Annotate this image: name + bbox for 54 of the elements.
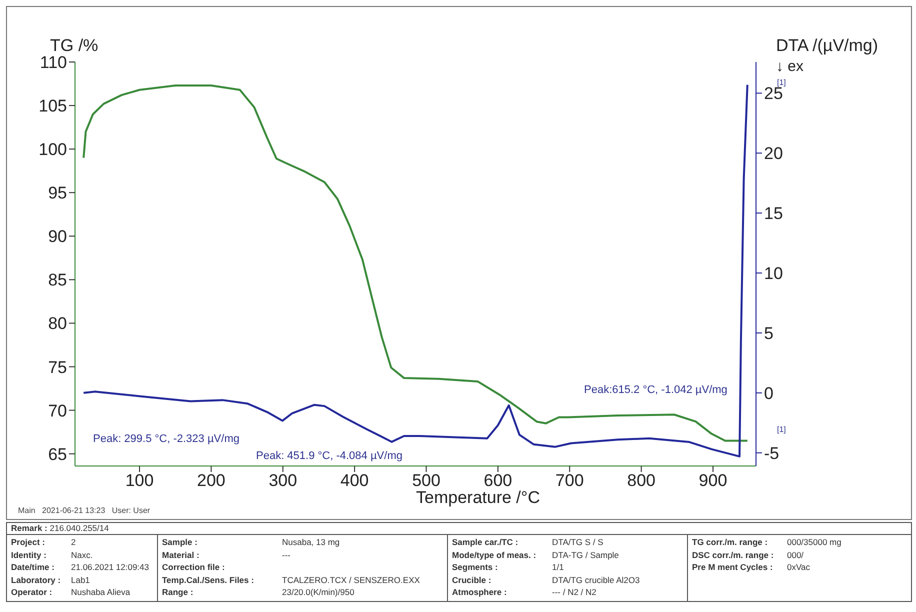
text: Crucible : DTA/TG crucible Al2O3	[452, 574, 640, 585]
text: DSC corr./m. range : 000/	[692, 550, 804, 560]
y-tick-label: 105	[38, 96, 67, 116]
text: Laboratory : Lab1	[11, 574, 90, 585]
annotation: Peak:615.2 °C, -1.042 µV/mg	[583, 384, 728, 396]
y-tick-label: 65	[48, 444, 67, 464]
y2-tick-label: 5	[764, 324, 774, 343]
x-tick-label: 700	[555, 471, 584, 490]
y2-tick-label: 20	[764, 144, 783, 164]
text: Segments : 1/1	[452, 562, 564, 572]
y-tick-label: 110	[40, 53, 67, 72]
text: Main 2021-06-21 13:23 User: User	[18, 506, 150, 515]
y2-tick-label: 15	[764, 204, 783, 224]
x-tick-label: 900	[698, 471, 728, 490]
y-tick-label: 75	[48, 358, 67, 377]
text: Project : 2	[11, 537, 76, 547]
y2-tick-label: -5	[764, 444, 780, 463]
x-tick-label: 800	[627, 471, 656, 490]
y-tick-label: 85	[48, 270, 67, 290]
text: Remark : 216.040.255/14	[11, 523, 109, 533]
text: [1]	[776, 78, 787, 87]
text: Sample car./TC : DTA/TG S / S	[452, 537, 604, 547]
x-tick-label: 600	[484, 471, 512, 490]
y2-axis-title: DTA /(µV/mg)	[776, 36, 878, 56]
y-tick-label: 100	[38, 140, 67, 160]
text: Identity : Naxc.	[11, 550, 93, 560]
text: [1]	[776, 425, 787, 434]
y-axis-title: TG /%	[50, 36, 98, 56]
y-tick-label: 70	[48, 401, 67, 420]
text: Atmosphere : --- / N2 / N2	[452, 587, 596, 598]
x-tick-label: 500	[412, 471, 440, 490]
x-tick-label: 100	[125, 471, 154, 490]
annotation: Peak: 451.9 °C, -4.084 µV/mg	[255, 450, 404, 462]
text: Range : 23/20.0(K/min)/950	[162, 587, 354, 598]
y-tick-label: 80	[48, 314, 67, 334]
text: Correction file :	[162, 561, 226, 574]
text: TG corr./m. range : 000/35000 mg	[692, 537, 842, 547]
text: Temp.Cal./Sens. Files : TCALZERO.TCX / SENSZERO.EXX	[162, 574, 420, 585]
text: Sample : Nusaba, 13 mg	[162, 537, 340, 547]
text: Material : ---	[162, 550, 290, 560]
y2-tick-label: 10	[764, 264, 783, 284]
text: Pre M ment Cycles : 0xVac	[692, 562, 810, 572]
text: ↓ ex	[776, 58, 804, 75]
y-tick-label: 95	[48, 184, 67, 203]
annotation: Peak: 299.5 °C, -2.323 µV/mg	[92, 433, 240, 445]
y2-tick-label: 0	[764, 384, 774, 403]
text: Date/time : 21.06.2021 12:09:43	[11, 562, 149, 572]
y-tick-label: 90	[48, 227, 67, 246]
x-tick-label: 200	[197, 471, 226, 490]
x-axis-title: Temperature /°C	[416, 488, 540, 507]
text: Operator : Nushaba Alieva	[11, 587, 130, 598]
x-tick-label: 300	[268, 471, 298, 490]
x-tick-label: 400	[340, 471, 369, 490]
text: Mode/type of meas. : DTA-TG / Sample	[452, 550, 619, 560]
